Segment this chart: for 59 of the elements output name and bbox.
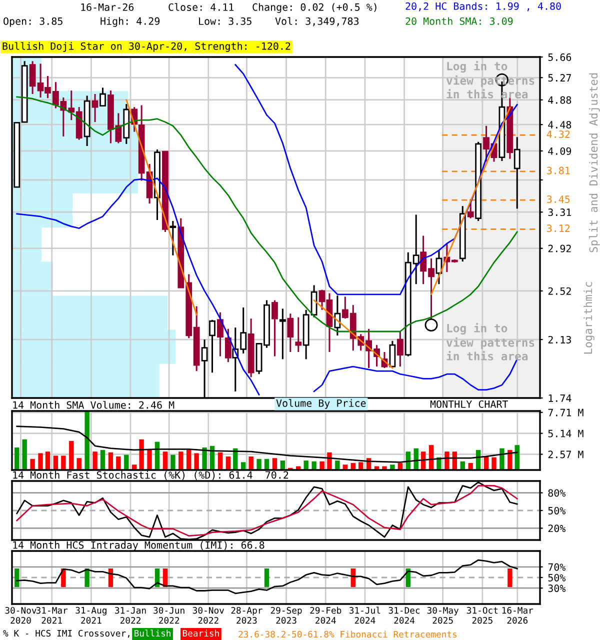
x-tick-label: 29-Feb 2024 [310, 606, 342, 624]
text: Change: 0.02 (+0.5 %) [252, 3, 376, 13]
ref-line-label: 3.81 [547, 166, 570, 174]
x-tick-label: 30-Nov 2022 [192, 606, 224, 624]
x-tick-label: 31-Jan 2022 [115, 606, 146, 624]
ref-line-label: 3.12 [547, 224, 570, 232]
text: Close: 4.11 [168, 3, 234, 11]
y-tick-label: 4.48 [548, 120, 572, 129]
x-tick-label: 16-Mar 2026 [502, 606, 534, 624]
y-tick-label: 2.13 [548, 336, 571, 344]
y-tick-label: 3.31 [548, 208, 572, 216]
x-tick-label: 31-Oct 2025 [466, 606, 498, 624]
text: Vol: 3,349,783 [275, 17, 359, 26]
text: MONTHLY CHART [430, 400, 508, 408]
y-tick-label: 7.71 M [548, 408, 584, 416]
x-tick-label: 31-Dec 2024 [388, 606, 420, 624]
ref-line-label: 3.45 [547, 195, 570, 204]
x-tick-label: 30-May 2025 [427, 606, 459, 624]
y-tick-label: 2.52 [548, 287, 571, 295]
text: Open: 3.85 [4, 17, 62, 27]
x-tick-label: 29-Sep 2023 [270, 606, 302, 624]
text: High: 4.29 [100, 17, 160, 27]
y-tick-label: 5.27 [548, 74, 571, 82]
text: Bearish [182, 630, 219, 637]
y-tick-label: 4.88 [548, 96, 572, 104]
text: Logarithmic [584, 282, 594, 354]
text: 23.6-38.2-50-61.8% Fibonacci Retracements [238, 630, 457, 638]
y-tick-label: 2.92 [548, 244, 571, 252]
y-tick-label: 4.09 [548, 147, 572, 155]
y-tick-label: 50% [548, 506, 566, 514]
text: 16-Mar-26 [81, 3, 134, 11]
text: Bullish [134, 630, 170, 637]
x-tick-label: 30-Jun 2022 [154, 606, 184, 624]
text: Volume By Price [276, 399, 366, 409]
y-tick-label: 50% [548, 574, 566, 582]
legend-title: % K - HCS IMI Crossover, [3, 630, 130, 638]
x-tick-label: 31-Jul 2024 [349, 606, 380, 624]
text: 20,2 HC Bands: 1.99 , 4.80 [406, 2, 561, 12]
annotation: Log in to view patterns in this area [446, 322, 534, 360]
y-tick-label: 70% [548, 563, 566, 571]
y-tick-label: 1.74 [548, 394, 572, 402]
y-tick-label: 20% [548, 524, 566, 532]
y-tick-label: 30% [548, 584, 566, 592]
chart-title: 14 Month HCS Intraday Momentum (IMI): 66.8 [13, 541, 264, 551]
x-tick-label: 31-Aug 2021 [76, 606, 106, 624]
x-tick-label: 31-Mar 2021 [36, 606, 68, 624]
y-tick-label: 2.57 M [548, 450, 584, 458]
y-tick-label: 80% [548, 489, 566, 497]
chart-title: 14 Month Fast Stochastic (%K) (%D): 61.4 70.2 [13, 471, 288, 480]
chart-title: 14 Month SMA Volume: 2.46 M [13, 400, 174, 409]
x-tick-label: 28-Apr 2023 [231, 606, 262, 624]
y-tick-label: 5.14 M [548, 430, 584, 438]
text: Low: 3.35 [199, 17, 252, 25]
text: 20 Month SMA: 3.09 [406, 17, 513, 25]
text: Bullish Doji Star on 30-Apr-20, Strength: -120.2 [2, 42, 290, 52]
y-tick-label: 5.66 [548, 53, 572, 61]
x-tick-label: 30-Nov 2020 [5, 606, 36, 624]
y-axis-title: Split and Dividend Adjusted [589, 73, 600, 252]
ref-line-label: 4.32 [546, 130, 570, 138]
